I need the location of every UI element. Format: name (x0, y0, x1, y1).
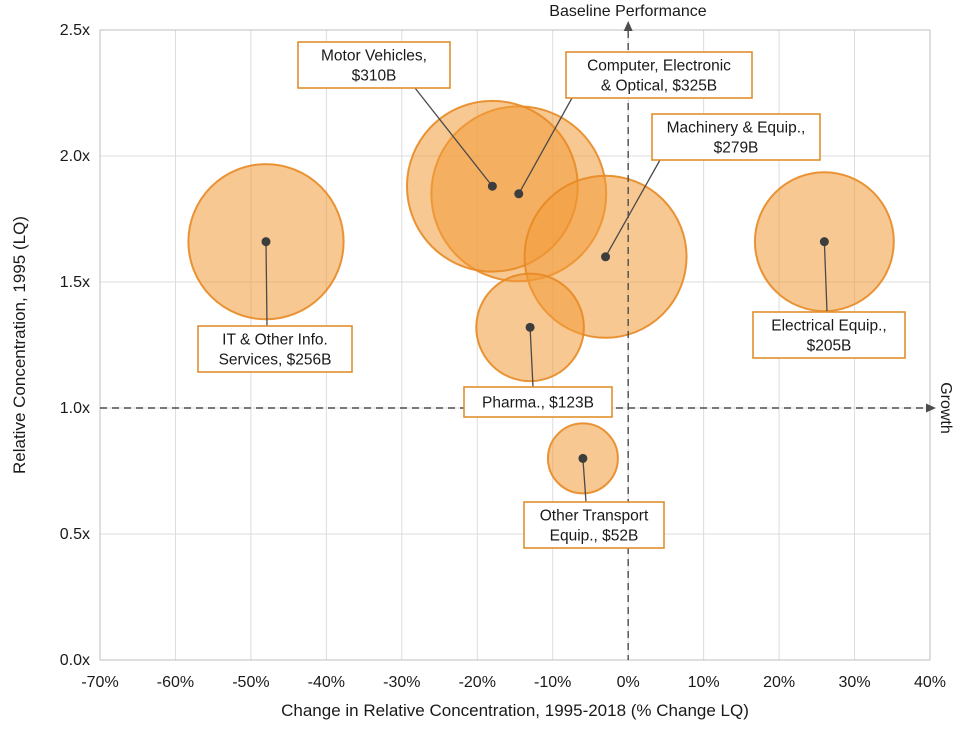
x-tick-label: 20% (763, 674, 795, 691)
bubble-center-dot-other-transport-equip (578, 453, 588, 463)
label-box-other-transport-equip (523, 501, 665, 549)
label-text-electrical-equip: $205B (807, 338, 852, 355)
x-tick-label: 0% (617, 674, 640, 691)
bubble-center-dot-motor-vehicles (487, 181, 497, 191)
growth-label: Growth (937, 382, 954, 434)
label-leader-line-motor-vehicles (414, 87, 493, 187)
label-text-other-transport-equip: Other Transport (540, 508, 649, 525)
y-tick-label: 0.0x (60, 652, 90, 669)
label-leader-line-it-other-info-services (265, 241, 268, 327)
y-tick-label: 2.5x (60, 22, 90, 39)
y-tick-label: 1.0x (60, 400, 90, 417)
label-box-it-other-info-services (197, 325, 353, 373)
bubble-center-dot-machinery-equip (601, 252, 611, 262)
label-text-computer-electronic-optical: & Optical, $325B (601, 78, 717, 95)
y-tick-label: 2.0x (60, 148, 90, 165)
label-box-machinery-equip (651, 113, 821, 161)
x-tick-label: -30% (383, 674, 420, 691)
label-text-electrical-equip: Electrical Equip., (771, 318, 886, 335)
label-text-pharma: Pharma., $123B (482, 395, 594, 412)
bubble-center-dot-electrical-equip (819, 237, 829, 247)
x-axis-title: Change in Relative Concentration, 1995-2… (281, 701, 749, 720)
x-tick-label: -10% (534, 674, 571, 691)
y-tick-label: 1.5x (60, 274, 90, 291)
label-leader-line-other-transport-equip (582, 458, 587, 503)
x-tick-label: -60% (157, 674, 194, 691)
x-tick-label: 30% (839, 674, 871, 691)
label-text-motor-vehicles: $310B (352, 68, 397, 85)
label-text-other-transport-equip: Equip., $52B (550, 528, 639, 545)
label-box-pharma (463, 386, 613, 418)
label-box-computer-electronic-optical (565, 51, 753, 99)
plot-border (99, 29, 931, 661)
bubble-center-dot-it-other-info-services (261, 237, 271, 247)
label-text-machinery-equip: $279B (714, 140, 759, 157)
label-text-it-other-info-services: Services, $256B (219, 352, 332, 369)
x-tick-label: -50% (232, 674, 269, 691)
label-leader-line-computer-electronic-optical (518, 97, 573, 195)
baseline-arrowhead-icon (623, 21, 633, 31)
label-leader-line-electrical-equip (823, 241, 828, 313)
label-box-motor-vehicles (297, 41, 451, 89)
label-text-motor-vehicles: Motor Vehicles, (321, 48, 427, 65)
label-leader-line-machinery-equip (604, 159, 661, 258)
x-tick-label: -70% (81, 674, 118, 691)
y-axis-title: Relative Concentration, 1995 (LQ) (10, 216, 29, 474)
bubble-center-dot-pharma (525, 322, 535, 332)
baseline-performance-label: Baseline Performance (549, 3, 707, 20)
label-box-electrical-equip (752, 311, 906, 359)
x-tick-label: -40% (308, 674, 345, 691)
label-leader-line-pharma (529, 327, 534, 388)
label-text-machinery-equip: Machinery & Equip., (667, 120, 806, 137)
x-tick-label: 10% (688, 674, 720, 691)
x-tick-label: 40% (914, 674, 946, 691)
x-tick-label: -20% (459, 674, 496, 691)
y-tick-label: 0.5x (60, 526, 90, 543)
label-text-it-other-info-services: IT & Other Info. (222, 332, 328, 349)
bubble-center-dot-computer-electronic-optical (514, 189, 524, 199)
growth-arrowhead-icon (926, 403, 936, 413)
label-text-computer-electronic-optical: Computer, Electronic (587, 58, 731, 75)
